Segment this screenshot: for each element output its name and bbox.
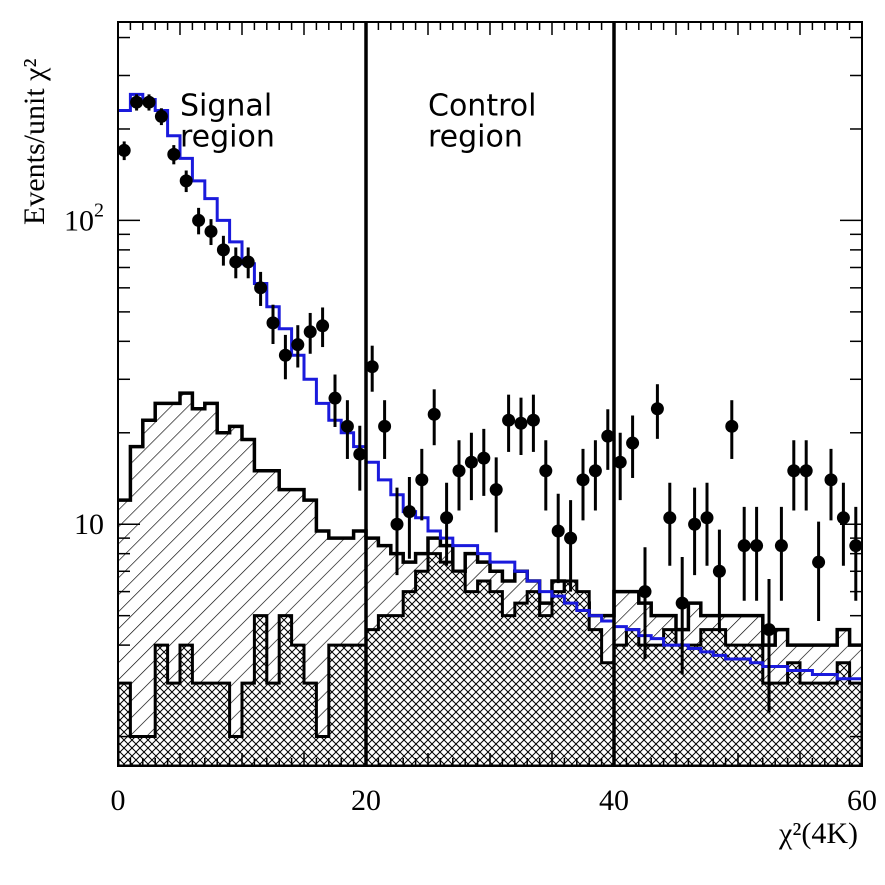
data-point <box>402 505 416 519</box>
region-label-line: Signal <box>180 88 272 123</box>
data-point <box>712 564 726 578</box>
data-point <box>489 483 503 497</box>
data-point <box>539 464 553 478</box>
x-tick-label: 0 <box>111 784 126 817</box>
x-tick-label: 60 <box>847 784 877 817</box>
data-point <box>675 596 689 610</box>
region-label: Signal region <box>180 88 275 154</box>
data-point <box>725 419 739 433</box>
y-tick-label: 102 <box>64 199 104 237</box>
data-point <box>526 413 540 427</box>
data-point <box>365 360 379 374</box>
x-tick-label: 40 <box>599 784 629 817</box>
data-point <box>241 255 255 269</box>
data-point <box>638 585 652 599</box>
data-point <box>737 539 751 553</box>
data-point <box>204 224 218 238</box>
axis-ticks <box>117 22 863 766</box>
data-point <box>390 517 404 531</box>
data-point <box>452 464 466 478</box>
data-point <box>477 451 491 465</box>
data-point <box>700 511 714 525</box>
data-point <box>824 473 838 487</box>
data-point <box>192 213 206 227</box>
data-point <box>340 419 354 433</box>
data-points <box>118 94 862 713</box>
data-point <box>167 147 181 161</box>
y-axis-title: Events/unit χ² <box>18 59 51 225</box>
data-point <box>266 316 280 330</box>
data-point <box>588 464 602 478</box>
data-point <box>514 416 528 430</box>
region-label: Control region <box>428 88 536 154</box>
blue-histogram-line <box>118 92 862 681</box>
region-boundaries <box>364 22 616 766</box>
data-point <box>118 143 131 157</box>
data-point <box>254 281 268 295</box>
data-point <box>799 464 813 478</box>
data-point <box>328 391 342 405</box>
region-label-line: region <box>180 119 275 154</box>
hatched-total-outline <box>118 391 862 647</box>
y-tick-base: 10 <box>74 508 104 541</box>
y-tick-exp: 2 <box>94 199 104 221</box>
data-point <box>130 95 144 109</box>
data-point <box>750 539 764 553</box>
data-point <box>688 517 702 531</box>
cross-hatched-histogram <box>118 552 862 766</box>
data-point <box>849 539 862 553</box>
data-point <box>427 407 441 421</box>
region-label-line: region <box>428 119 523 154</box>
data-point <box>601 429 615 443</box>
data-point <box>179 174 193 188</box>
data-point <box>564 531 578 545</box>
data-point <box>415 473 429 487</box>
region-label-line: Control <box>428 88 536 123</box>
data-point <box>464 455 478 469</box>
data-point <box>316 319 330 333</box>
data-point <box>762 623 776 637</box>
data-point <box>576 473 590 487</box>
y-tick-label: 10 <box>74 508 104 541</box>
data-point <box>229 255 243 269</box>
data-point <box>378 419 392 433</box>
data-point <box>663 511 677 525</box>
cross-hatched-fill <box>118 553 862 766</box>
data-point <box>812 555 826 569</box>
data-point <box>440 511 454 525</box>
data-point <box>787 464 801 478</box>
data-point <box>154 109 168 123</box>
data-point <box>836 511 850 525</box>
data-point <box>551 524 565 538</box>
data-point <box>216 243 230 257</box>
data-point <box>291 338 305 352</box>
data-point <box>650 402 664 416</box>
data-point <box>353 447 367 461</box>
data-point <box>626 436 640 450</box>
blue-histogram <box>118 92 862 681</box>
data-point <box>142 95 156 109</box>
data-point <box>502 413 516 427</box>
x-tick-label: 20 <box>351 784 381 817</box>
data-point <box>613 455 627 469</box>
data-point <box>303 325 317 339</box>
y-tick-base: 10 <box>64 204 94 237</box>
data-point <box>774 539 788 553</box>
data-point <box>278 348 292 362</box>
cross-hatched-outline <box>118 552 862 766</box>
x-axis-title: χ²(4K) <box>778 817 858 850</box>
